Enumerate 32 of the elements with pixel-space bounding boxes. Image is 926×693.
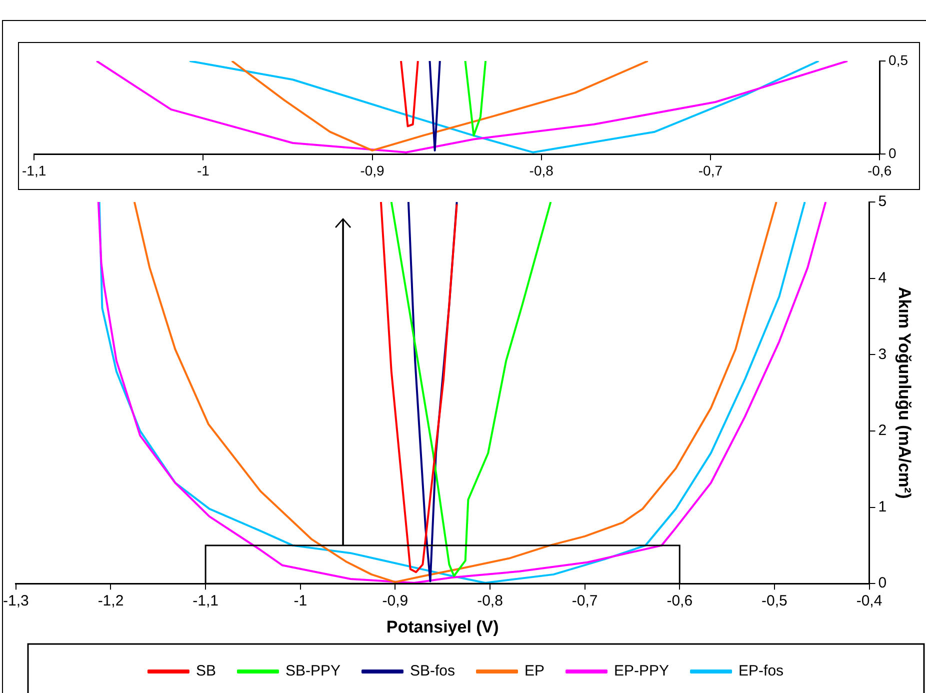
x-tick-label: -1,1 <box>22 162 46 178</box>
x-tick-label: -0,7 <box>698 162 723 178</box>
legend-label: EP <box>524 662 545 680</box>
legend-label: SB-PPY <box>285 662 340 680</box>
x-tick-label: -0,7 <box>572 592 598 610</box>
legend-label: EP-fos <box>738 662 784 680</box>
x-tick-label: -0,6 <box>666 592 693 610</box>
y-tick-label: 3 <box>878 346 887 363</box>
x-tick-label: -1,1 <box>192 592 218 610</box>
x-tick-label: -0,9 <box>382 592 408 610</box>
x-tick-label: -1 <box>196 162 210 178</box>
legend-label: EP-PPY <box>614 662 670 680</box>
y-axis-title: Akım Yoğunluğu (mA/cm²) <box>895 286 914 499</box>
x-tick-label: -1 <box>294 592 308 610</box>
x-axis-title: Potansiyel (V) <box>386 617 499 636</box>
x-tick-label: -0,4 <box>856 592 882 610</box>
y-tick-label: 2 <box>878 422 887 440</box>
x-tick-label: -1,3 <box>2 592 29 610</box>
legend-label: SB-fos <box>410 662 455 680</box>
x-tick-label: -1,2 <box>98 592 124 610</box>
y-tick-label: 5 <box>878 193 887 210</box>
x-tick-label: -0,8 <box>529 162 554 178</box>
y-tick-label: 0 <box>888 145 897 162</box>
legend-label: SB <box>196 662 216 680</box>
x-tick-label: -0,6 <box>867 162 892 178</box>
x-tick-label: -0,9 <box>360 162 385 178</box>
y-tick-label: 4 <box>878 269 887 286</box>
y-tick-label: 1 <box>878 498 887 516</box>
y-tick-label: 0,5 <box>888 52 908 68</box>
y-tick-label: 0 <box>878 574 887 592</box>
x-tick-label: -0,5 <box>762 592 788 610</box>
x-tick-label: -0,8 <box>477 592 503 610</box>
